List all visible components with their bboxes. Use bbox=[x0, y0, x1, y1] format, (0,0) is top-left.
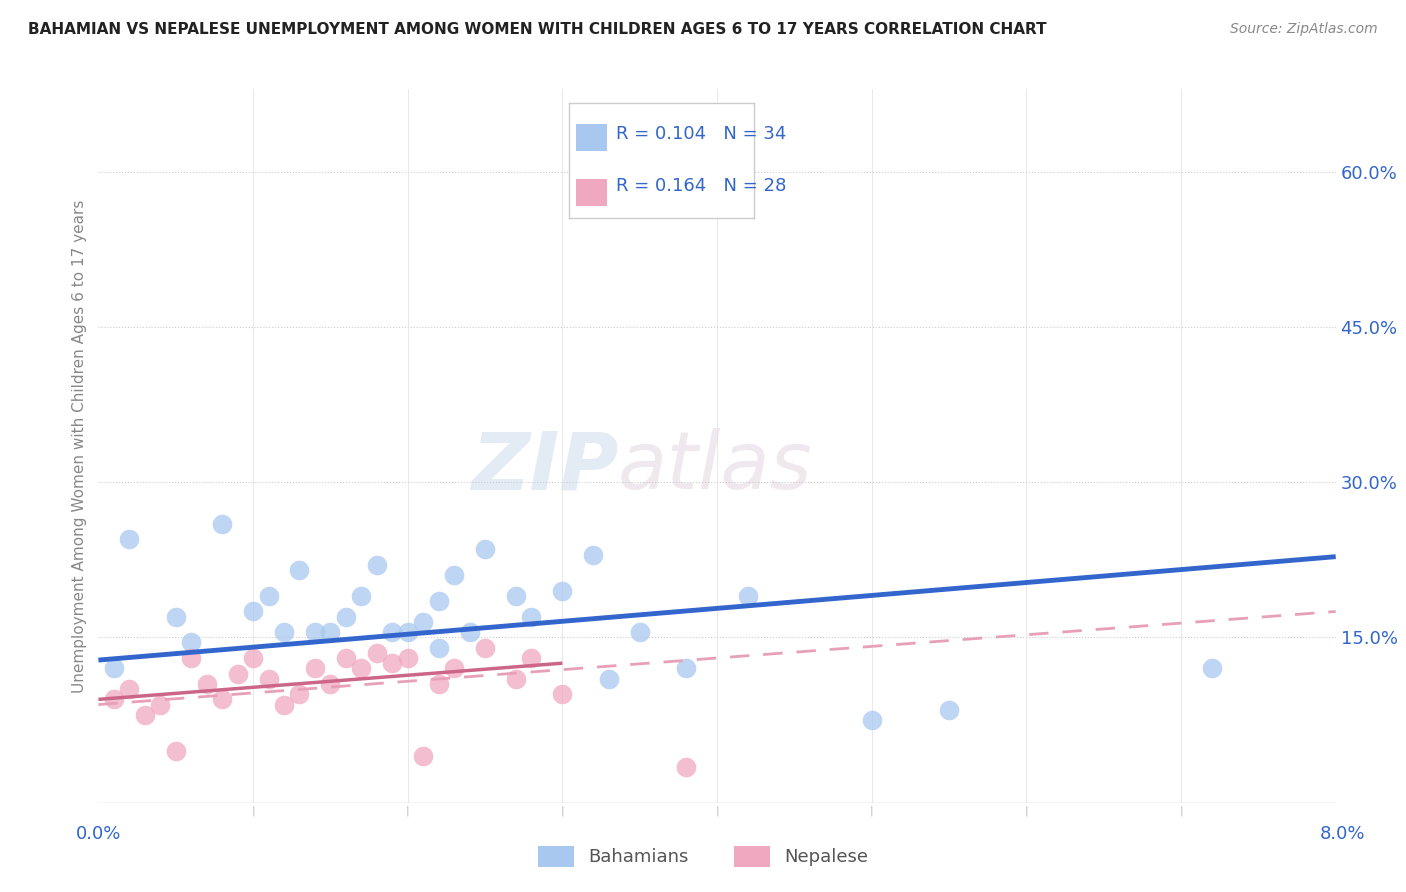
Point bbox=[273, 698, 295, 712]
Point bbox=[304, 625, 326, 640]
Text: |: | bbox=[1025, 805, 1028, 816]
Point bbox=[505, 672, 527, 686]
Point bbox=[396, 651, 419, 665]
Text: R = 0.104   N = 34: R = 0.104 N = 34 bbox=[616, 125, 787, 144]
Point bbox=[520, 651, 543, 665]
Text: |: | bbox=[716, 805, 718, 816]
Point bbox=[505, 589, 527, 603]
Point bbox=[366, 646, 388, 660]
Point bbox=[195, 677, 218, 691]
Point bbox=[350, 661, 373, 675]
Point bbox=[211, 516, 233, 531]
Point bbox=[443, 661, 465, 675]
Point bbox=[628, 625, 651, 640]
Point bbox=[180, 651, 202, 665]
Point bbox=[860, 713, 883, 727]
Point bbox=[103, 661, 125, 675]
Text: atlas: atlas bbox=[619, 428, 813, 507]
Point bbox=[242, 605, 264, 619]
Point bbox=[412, 749, 434, 764]
Point bbox=[474, 542, 496, 557]
Point bbox=[381, 625, 404, 640]
Point bbox=[273, 625, 295, 640]
Point bbox=[118, 681, 141, 696]
Y-axis label: Unemployment Among Women with Children Ages 6 to 17 years: Unemployment Among Women with Children A… bbox=[72, 199, 87, 693]
Bar bbox=[576, 179, 607, 206]
Text: 8.0%: 8.0% bbox=[1320, 825, 1365, 843]
Point bbox=[737, 589, 759, 603]
Point bbox=[211, 692, 233, 706]
Point bbox=[103, 692, 125, 706]
Point bbox=[335, 651, 357, 665]
Point bbox=[938, 703, 960, 717]
Point bbox=[598, 672, 620, 686]
Point bbox=[288, 563, 311, 577]
Point bbox=[242, 651, 264, 665]
Text: |: | bbox=[406, 805, 409, 816]
Point bbox=[350, 589, 373, 603]
Point bbox=[335, 609, 357, 624]
Point bbox=[366, 558, 388, 572]
Point bbox=[706, 139, 728, 153]
Point bbox=[257, 589, 280, 603]
Legend: Bahamians, Nepalese: Bahamians, Nepalese bbox=[530, 838, 876, 874]
Point bbox=[396, 625, 419, 640]
Text: |: | bbox=[870, 805, 873, 816]
Point bbox=[257, 672, 280, 686]
Point bbox=[443, 568, 465, 582]
Text: R = 0.164   N = 28: R = 0.164 N = 28 bbox=[616, 177, 787, 194]
Text: ZIP: ZIP bbox=[471, 428, 619, 507]
Point bbox=[427, 677, 450, 691]
Point bbox=[582, 548, 605, 562]
Text: |: | bbox=[252, 805, 254, 816]
Point bbox=[551, 687, 574, 701]
Point bbox=[427, 640, 450, 655]
Text: BAHAMIAN VS NEPALESE UNEMPLOYMENT AMONG WOMEN WITH CHILDREN AGES 6 TO 17 YEARS C: BAHAMIAN VS NEPALESE UNEMPLOYMENT AMONG … bbox=[28, 22, 1046, 37]
Point bbox=[412, 615, 434, 629]
Text: |: | bbox=[1180, 805, 1182, 816]
Point bbox=[226, 666, 249, 681]
Text: |: | bbox=[561, 805, 564, 816]
Point bbox=[304, 661, 326, 675]
Point bbox=[180, 635, 202, 649]
Point bbox=[149, 698, 172, 712]
Point bbox=[319, 625, 342, 640]
Point bbox=[288, 687, 311, 701]
Bar bbox=[576, 124, 607, 152]
Point bbox=[520, 609, 543, 624]
Point bbox=[319, 677, 342, 691]
Point bbox=[134, 707, 156, 722]
Text: Source: ZipAtlas.com: Source: ZipAtlas.com bbox=[1230, 22, 1378, 37]
Point bbox=[381, 656, 404, 670]
Point bbox=[551, 583, 574, 598]
Point bbox=[1201, 661, 1223, 675]
Point bbox=[458, 625, 481, 640]
Text: 0.0%: 0.0% bbox=[76, 825, 121, 843]
Point bbox=[474, 640, 496, 655]
Point bbox=[165, 744, 187, 758]
Point bbox=[165, 609, 187, 624]
Point bbox=[427, 594, 450, 608]
Point bbox=[675, 661, 697, 675]
Point bbox=[118, 532, 141, 546]
Point bbox=[675, 759, 697, 773]
